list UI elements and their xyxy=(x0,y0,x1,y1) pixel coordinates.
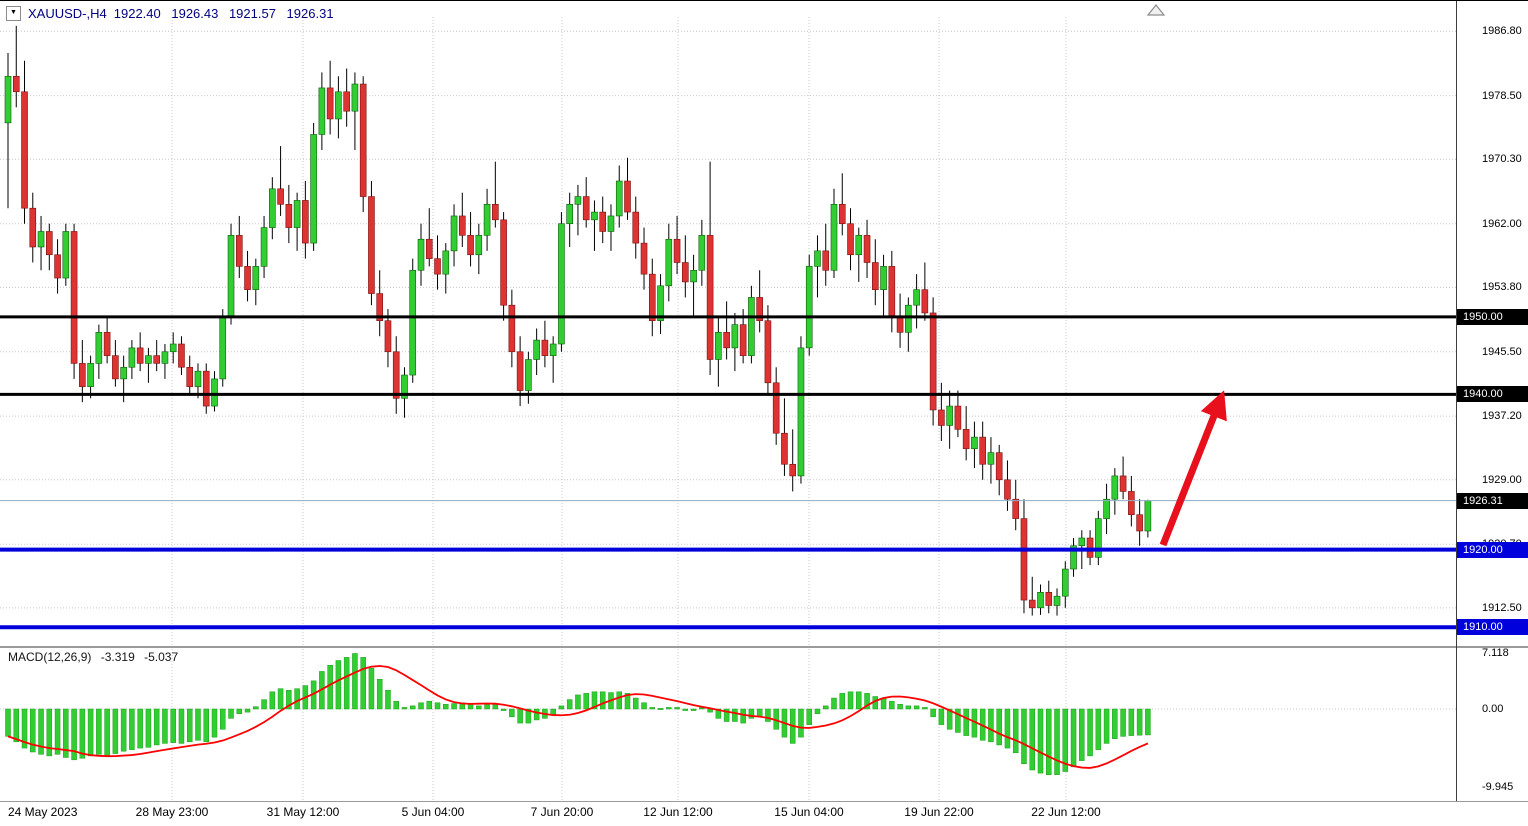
grid-layer xyxy=(0,17,1456,800)
panel-separator[interactable] xyxy=(0,646,1528,648)
time-axis-label: 5 Jun 04:00 xyxy=(401,805,465,819)
macd-name: MACD(12,26,9) xyxy=(8,650,92,664)
macd-axis-label: 7.118 xyxy=(1482,647,1509,660)
trend-arrow[interactable] xyxy=(1159,390,1227,547)
chart-shift-marker-icon[interactable] xyxy=(1146,3,1166,17)
macd-signal-value: -5.037 xyxy=(144,650,179,664)
price-axis-label: 1937.20 xyxy=(1482,410,1522,423)
macd-axis-label: -9.945 xyxy=(1482,780,1514,793)
time-axis-label: 15 Jun 04:00 xyxy=(774,805,844,819)
time-axis-label: 7 Jun 20:00 xyxy=(530,805,594,819)
price-axis-label: 1929.00 xyxy=(1482,473,1522,486)
time-axis-label: 24 May 2023 xyxy=(8,805,78,819)
price-axis-label: 1912.50 xyxy=(1482,601,1522,614)
price-axis-label: 1986.80 xyxy=(1482,25,1522,38)
price-axis-label: 1953.80 xyxy=(1482,281,1522,294)
horizontal-lines[interactable] xyxy=(0,315,1456,630)
price-axis-border xyxy=(1456,1,1457,801)
ohlc-values: 1922.40 1926.43 1921.57 1926.31 xyxy=(113,6,334,21)
price-badge: 1940.00 xyxy=(1457,386,1528,403)
time-axis-label: 12 Jun 12:00 xyxy=(643,805,713,819)
macd-signal-line xyxy=(7,665,1149,769)
price-axis-label: 1962.00 xyxy=(1482,217,1522,230)
time-axis-label: 19 Jun 22:00 xyxy=(904,805,974,819)
price-axis-label: 1970.30 xyxy=(1482,153,1522,166)
price-badge: 1920.00 xyxy=(1457,541,1528,558)
time-axis-label: 22 Jun 12:00 xyxy=(1031,805,1101,819)
price-badge: 1950.00 xyxy=(1457,308,1528,325)
macd-indicator-label: MACD(12,26,9) -3.319 -5.037 xyxy=(8,650,184,664)
price-badge: 1910.00 xyxy=(1457,619,1528,636)
macd-indicator xyxy=(5,653,1151,775)
macd-axis-label: 0.00 xyxy=(1482,703,1504,715)
time-axis-separator xyxy=(0,801,1528,802)
time-axis-label: 31 May 12:00 xyxy=(266,805,340,819)
price-badge: 1926.31 xyxy=(1457,492,1528,509)
title-dropdown-icon[interactable]: ▼ xyxy=(6,6,21,21)
macd-main-value: -3.319 xyxy=(100,650,135,664)
chart-title: ▼ XAUUSD-,H4 1922.40 1926.43 1921.57 192… xyxy=(6,6,334,21)
price-axis-label: 1945.50 xyxy=(1482,345,1522,358)
price-axis-label: 1978.50 xyxy=(1482,89,1522,102)
symbol-period-label: XAUUSD-,H4 xyxy=(28,6,107,21)
time-axis-label: 28 May 23:00 xyxy=(135,805,209,819)
candlesticks xyxy=(4,25,1152,616)
